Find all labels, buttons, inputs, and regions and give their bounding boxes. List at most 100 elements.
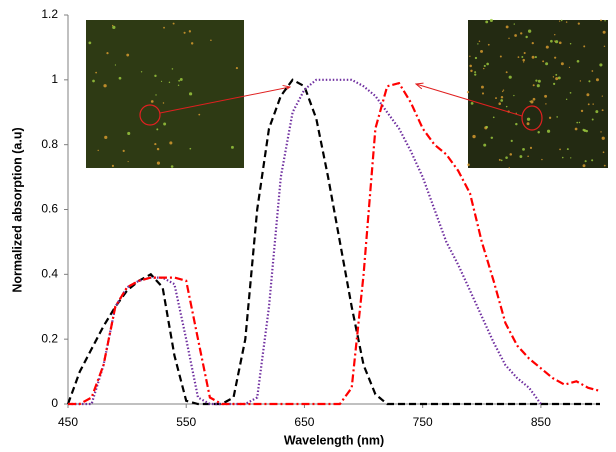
speckle: [601, 109, 604, 112]
speckle: [522, 58, 525, 62]
speckle: [513, 23, 515, 25]
speckle: [487, 43, 490, 46]
speckle: [127, 160, 129, 163]
speckle: [595, 110, 599, 114]
speckle: [140, 71, 143, 73]
series-line: [66, 78, 600, 406]
speckle: [509, 153, 513, 156]
speckle: [515, 122, 518, 126]
y-tick-label: 1: [51, 72, 58, 86]
speckle: [103, 84, 107, 88]
speckle: [523, 61, 525, 63]
speckle: [150, 100, 154, 103]
speckle: [548, 116, 552, 119]
speckle: [492, 116, 495, 119]
speckle: [554, 40, 556, 42]
y-axis-title: Normalized absorption (a.u): [10, 127, 24, 292]
speckle: [474, 73, 477, 76]
speckle: [500, 99, 504, 102]
speckle: [557, 76, 561, 80]
speckle: [183, 31, 186, 34]
inset-image-right: [468, 20, 608, 168]
speckle: [517, 56, 520, 58]
speckle: [603, 45, 606, 48]
speckle: [470, 102, 474, 105]
speckle: [520, 32, 523, 35]
speckle: [565, 21, 568, 23]
speckle: [505, 105, 508, 108]
speckle: [591, 118, 594, 121]
speckle: [495, 97, 497, 100]
speckle: [577, 22, 580, 25]
y-tick-label: 0.2: [41, 331, 58, 345]
speckle: [499, 55, 502, 58]
speckle: [95, 71, 97, 74]
speckle: [486, 62, 489, 66]
speckle: [172, 22, 175, 25]
y-tick-label: 0: [51, 396, 58, 410]
speckle: [480, 49, 484, 53]
y-tick-label: 0.6: [41, 202, 58, 216]
speckle: [541, 158, 543, 161]
speckle: [576, 121, 579, 124]
speckle: [500, 159, 503, 162]
insets: [86, 18, 608, 169]
speckle: [500, 96, 504, 99]
speckle: [529, 146, 533, 149]
speckle: [469, 55, 471, 58]
speckle: [592, 103, 594, 105]
speckle: [231, 145, 234, 149]
speckle: [171, 68, 174, 70]
speckle: [162, 102, 165, 104]
speckle: [534, 56, 537, 59]
speckle: [126, 53, 130, 57]
speckle: [531, 55, 535, 59]
speckle: [574, 127, 578, 131]
speckle: [106, 52, 109, 55]
speckle: [558, 20, 561, 22]
speckle: [519, 155, 523, 158]
speckle: [526, 122, 530, 126]
speckle: [584, 160, 587, 163]
y-tick-label: 0.8: [41, 137, 58, 151]
speckle: [163, 26, 165, 29]
speckle: [578, 121, 581, 124]
speckle: [505, 25, 509, 29]
speckle: [510, 139, 513, 143]
speckle: [156, 147, 160, 151]
speckle: [600, 19, 602, 22]
speckle: [104, 135, 108, 139]
speckle: [163, 122, 167, 126]
speckle: [472, 134, 476, 139]
speckle: [154, 142, 157, 146]
highlight-circle: [521, 105, 543, 131]
speckle: [483, 143, 487, 147]
speckle: [602, 30, 606, 34]
speckle: [122, 149, 125, 152]
speckle: [88, 41, 92, 45]
speckle: [474, 56, 478, 60]
speckle: [544, 94, 548, 98]
speckle: [188, 92, 193, 96]
speckle: [537, 131, 540, 134]
speckle: [178, 79, 181, 82]
speckle: [532, 84, 535, 87]
series-line: [68, 81, 601, 406]
speckle: [470, 69, 473, 73]
speckle: [508, 75, 512, 79]
speckle: [579, 80, 582, 82]
speckle: [483, 64, 486, 68]
x-tick-label: 550: [176, 415, 196, 429]
speckle: [583, 45, 586, 48]
speckle: [177, 84, 180, 86]
speckle: [485, 125, 489, 129]
speckle: [477, 43, 479, 45]
speckle: [514, 34, 517, 37]
speckle: [188, 30, 192, 33]
speckle: [555, 73, 558, 76]
speckle: [155, 94, 157, 96]
speckle: [502, 89, 505, 91]
highlight-circle: [139, 104, 161, 126]
speckle: [602, 151, 605, 154]
speckle: [599, 63, 603, 67]
